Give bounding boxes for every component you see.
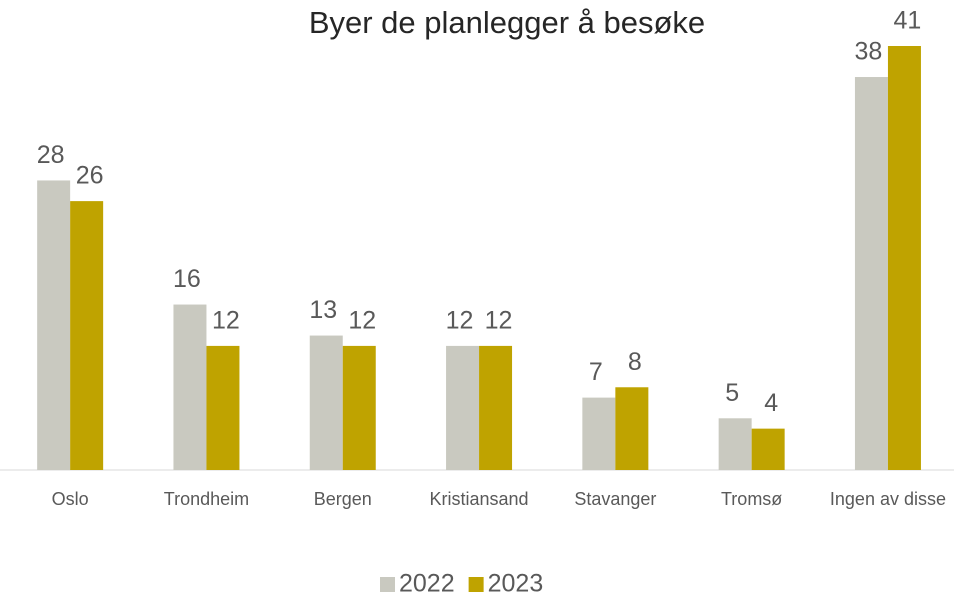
data-label: 26 <box>76 162 104 190</box>
bar <box>37 180 71 470</box>
x-tick-label: Bergen <box>314 489 372 509</box>
x-tick-label: Ingen av disse <box>830 489 946 509</box>
x-tick-label: Trondheim <box>164 489 249 509</box>
legend-label: 2022 <box>399 570 455 598</box>
legend-swatch <box>380 577 395 592</box>
data-label: 4 <box>764 389 778 417</box>
bar <box>718 418 752 470</box>
data-label: 12 <box>485 307 513 335</box>
legend-swatch <box>468 577 484 592</box>
data-label: 12 <box>446 307 474 335</box>
x-tick-label: Stavanger <box>574 489 656 509</box>
legend-label: 2023 <box>488 570 544 598</box>
bar <box>615 387 649 470</box>
chart-title: Byer de planlegger å besøke <box>309 5 705 40</box>
x-tick-label: Tromsø <box>721 489 782 509</box>
data-label: 12 <box>212 307 240 335</box>
x-tick-label: Oslo <box>52 489 89 509</box>
bar <box>751 428 785 470</box>
bar <box>854 77 888 471</box>
bar <box>173 304 207 470</box>
data-label: 16 <box>173 265 201 293</box>
bar <box>479 345 513 470</box>
data-label: 5 <box>725 379 739 407</box>
bar <box>206 345 240 470</box>
data-label: 8 <box>628 348 642 376</box>
bar <box>342 345 376 470</box>
bar <box>887 46 921 470</box>
data-label: 13 <box>309 296 337 324</box>
x-tick-label: Kristiansand <box>430 489 529 509</box>
bar <box>70 201 104 470</box>
data-label: 28 <box>37 141 65 169</box>
data-label: 7 <box>589 358 603 386</box>
data-label: 41 <box>894 7 922 35</box>
bar <box>309 335 343 470</box>
bar <box>582 397 616 470</box>
data-label: 38 <box>855 38 883 66</box>
data-label: 12 <box>348 307 376 335</box>
bar <box>446 345 480 470</box>
